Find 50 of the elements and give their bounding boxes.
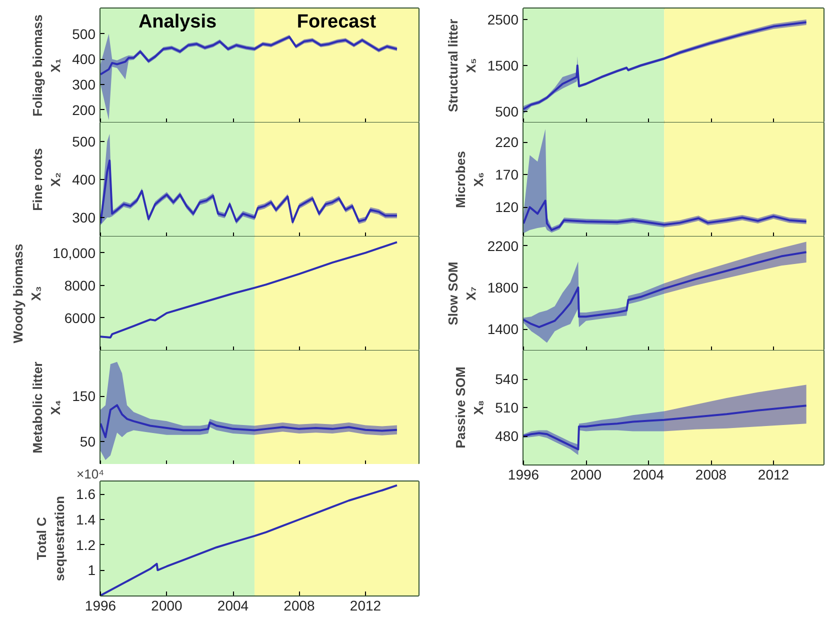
y-tick-label: 150 [72, 388, 96, 404]
x-tick-label: 2000 [570, 466, 602, 482]
x-tick-label: 1996 [84, 598, 116, 614]
y-tick-label: 510 [495, 400, 519, 416]
x-tick-label: 2004 [217, 598, 249, 614]
y-axis-title: Microbes X₆ [453, 150, 486, 208]
x-tick-label: 2012 [350, 598, 382, 614]
y-tick-label: 2200 [487, 238, 519, 254]
y-axis-title: Slow SOM X₇ [445, 262, 478, 326]
y-tick-label: 170 [495, 166, 519, 183]
y-tick-label: 500 [495, 103, 519, 120]
x-tick-label: 2008 [695, 466, 727, 482]
y-tick-label: 1400 [487, 321, 519, 338]
text: ×10⁴ [76, 466, 104, 482]
y-tick-label: 500 [72, 134, 96, 150]
y-tick-label: 1.6 [76, 486, 96, 502]
y-tick-label: 6000 [64, 310, 96, 326]
y-axis-title: Metabolic litter X₄ [30, 362, 64, 454]
x-tick-label: 2012 [758, 466, 790, 482]
y-tick-label: 2500 [487, 12, 519, 28]
y-tick-label: 8000 [64, 277, 96, 294]
band-label: Analysis [138, 12, 217, 32]
x-tick-label: 1996 [508, 466, 540, 482]
y-axis-title: Passive SOM X₈ [453, 366, 486, 448]
y-tick-label: 400 [72, 172, 96, 188]
y-axis-title: Structural litter X₅ [445, 18, 478, 112]
y-tick-label: 480 [495, 428, 519, 444]
y-axis-title: Woody biomass X₃ [10, 244, 44, 344]
y-tick-label: 200 [72, 102, 96, 118]
y-tick-label: 1500 [487, 58, 519, 74]
y-tick-label: 120 [495, 199, 519, 216]
y-axis-title: Foliage biomass X₁ [30, 14, 64, 116]
y-axis-title: Total C sequestration [34, 496, 68, 582]
x-tick-label: 2008 [284, 598, 316, 614]
y-axis-title: Fine roots X₂ [30, 148, 64, 211]
y-tick-label: 300 [72, 76, 96, 92]
y-tick-label: 500 [72, 26, 96, 42]
band-label: Forecast [296, 12, 377, 32]
x-tick-label: 2004 [632, 466, 664, 482]
y-tick-label: 400 [72, 51, 96, 68]
y-tick-label: 1.4 [76, 512, 96, 528]
y-tick-label: 10,000 [52, 244, 96, 261]
y-tick-label: 540 [495, 371, 519, 387]
y-tick-label: 1800 [487, 280, 519, 296]
y-tick-label: 50 [80, 434, 96, 450]
y-tick-label: 220 [495, 134, 519, 150]
y-tick-label: 1 [88, 562, 96, 578]
y-tick-label: 1.2 [76, 536, 96, 553]
x-tick-label: 2000 [151, 598, 183, 614]
y-tick-label: 300 [72, 210, 96, 226]
